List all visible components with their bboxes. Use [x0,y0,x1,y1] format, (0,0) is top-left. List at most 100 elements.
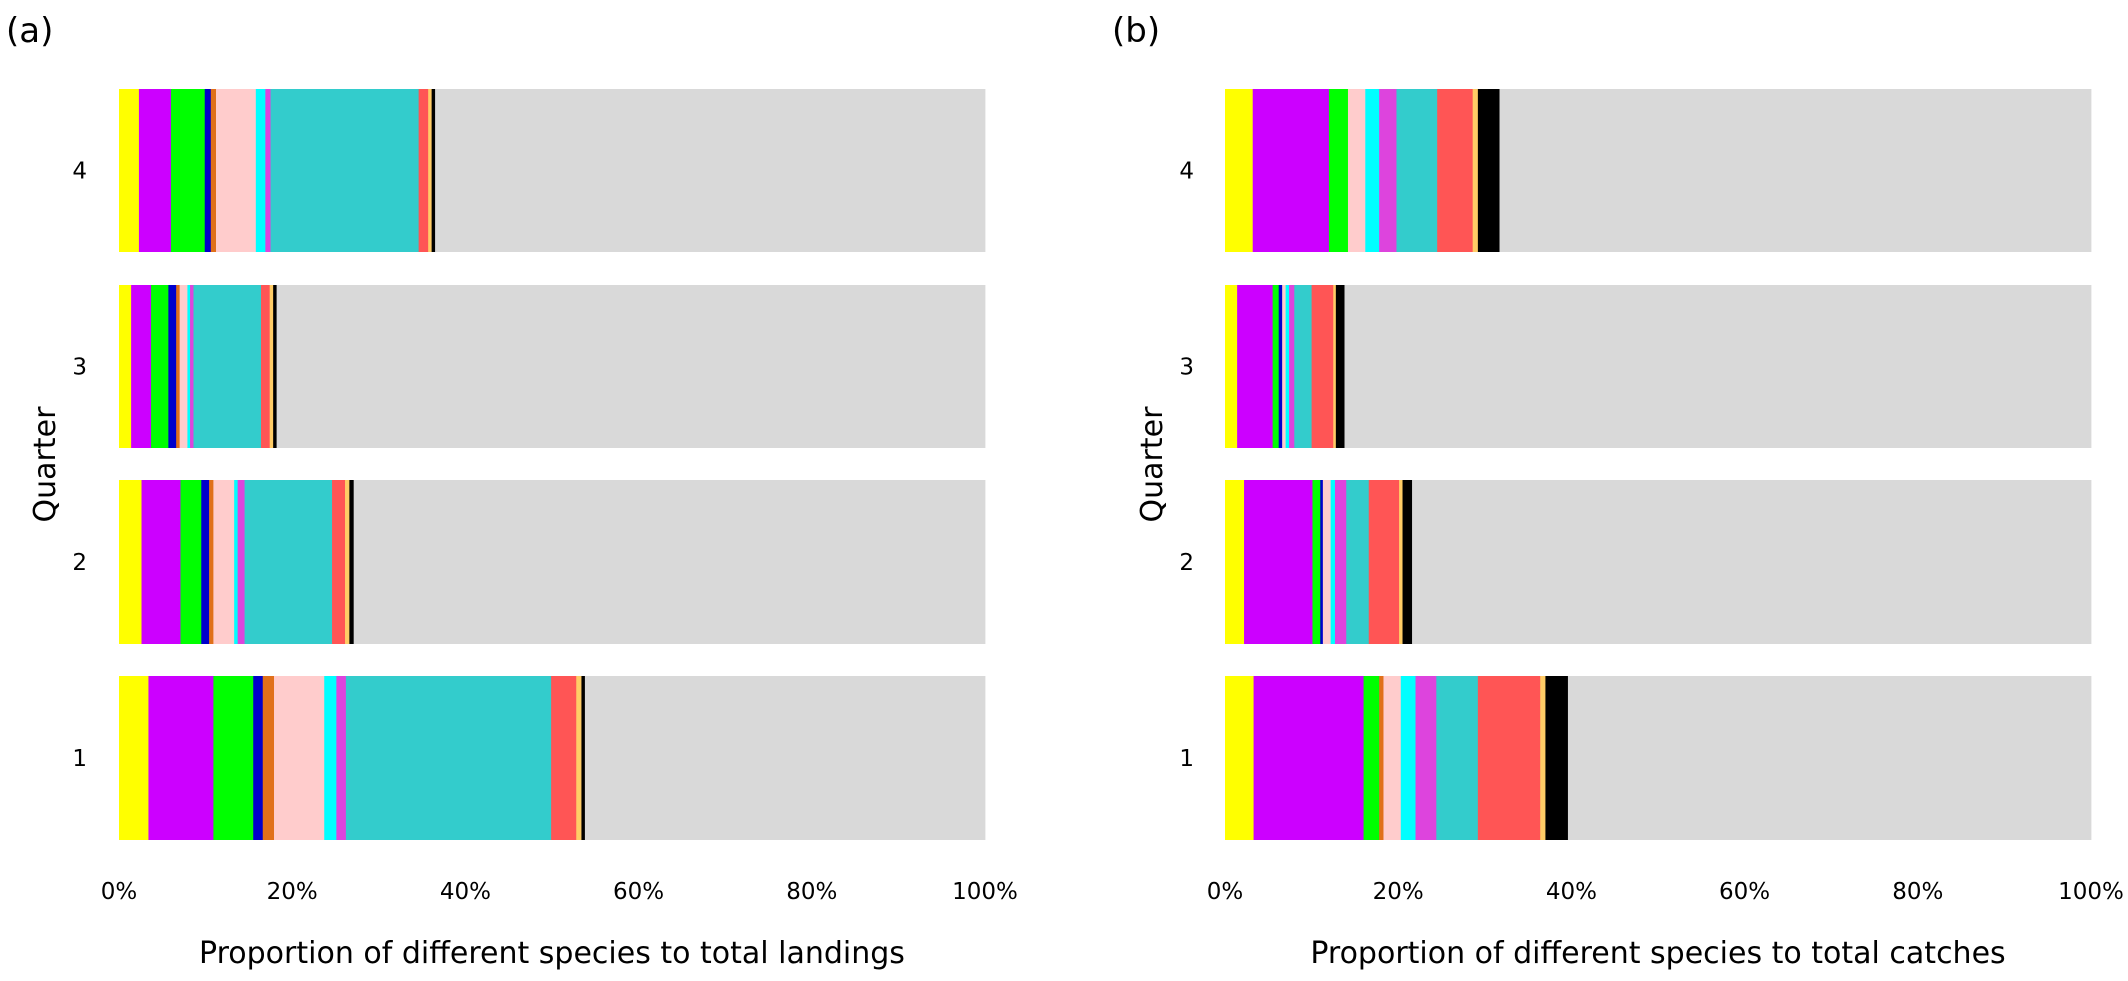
bar-segment [324,676,337,840]
bar-segment [1225,89,1254,252]
bar-segment [1278,285,1283,448]
bar-segment [261,285,271,448]
bar-quarter-2 [119,480,986,644]
x-tick-label: 60% [613,879,664,905]
bar-segment [431,89,436,252]
bar-segment [187,285,191,448]
bar-segment [345,480,350,644]
bar-segment [428,89,433,252]
bar-quarter-3 [119,285,986,448]
bar-segment [1540,676,1546,840]
bar-segment [1383,676,1402,840]
x-tick-label: 40% [1546,879,1597,905]
x-axis-title: Proportion of different species to total… [1310,936,2005,971]
bar-segment [201,480,210,644]
bar-segment [1311,285,1334,448]
bar-segment [253,676,264,840]
bar-quarter-2 [1225,480,2092,644]
bar-segment [1333,285,1337,448]
bar-segment [210,89,217,252]
bar-quarter-4 [1225,89,2092,252]
bar-segment [1289,285,1295,448]
bar-segment [1400,676,1416,840]
bar-segment [273,285,278,448]
bar-segment [213,676,254,840]
bar-segment [1312,480,1321,644]
bar-segment [1237,285,1274,448]
bar-segment [204,89,212,252]
bar-segment [138,89,172,252]
bar-segment [576,676,582,840]
bar-segment [1346,480,1370,644]
bar-segment [255,89,266,252]
x-axis-title: Proportion of different species to total… [199,936,905,971]
bar-segment [131,285,152,448]
bar-quarter-1 [1225,676,2092,840]
bar-quarter-3 [1225,285,2092,448]
y-tick-label: 4 [72,159,87,185]
bar-segment [209,480,214,644]
y-tick-label: 1 [1179,746,1194,772]
bar-segment [1322,480,1332,644]
bar-segment [274,676,325,840]
bar-segment [1567,676,2092,840]
bar-segment [1379,89,1397,252]
bar-segment [148,676,214,840]
y-tick-label: 2 [72,550,87,576]
x-tick-label: 20% [267,879,318,905]
bar-segment [1347,89,1366,252]
x-tick-label: 80% [786,879,837,905]
y-tick-label: 3 [72,355,87,381]
bar-segment [270,89,420,252]
bar-segment [119,480,142,644]
bar-segment [581,676,586,840]
bar-segment [1335,285,1345,448]
bar-segment [193,285,262,448]
bar-segment [180,480,202,644]
bar-segment [1545,676,1569,840]
bar-segment [1499,89,2092,252]
bar-segment [262,676,275,840]
bar-segment [141,480,181,644]
bar-segment [1320,480,1324,644]
bar-segment [1477,89,1500,252]
bar-segment [1472,89,1479,252]
bar-segment [119,676,149,840]
bar-segment [1282,285,1287,448]
bar-segment [1412,480,2092,644]
bar-segment [1415,676,1437,840]
bar-segment [1396,89,1438,252]
bar-segment [244,480,333,644]
bar-quarter-4 [119,89,986,252]
bar-segment [353,480,986,644]
bar-segment [1244,480,1313,644]
x-tick-label: 0% [101,879,138,905]
panel-label: (a) [6,11,53,51]
bar-segment [1328,89,1349,252]
bar-segment [119,89,140,252]
bar-segment [418,89,429,252]
bar-segment [1330,480,1336,644]
bar-segment [179,285,188,448]
bar-segment [170,89,206,252]
bar-segment [551,676,577,840]
x-tick-label: 40% [440,879,491,905]
x-tick-label: 60% [1719,879,1770,905]
bar-segment [1225,676,1254,840]
bar-segment [349,480,355,644]
bar-segment [276,285,986,448]
bar-segment [190,285,194,448]
bar-segment [1294,285,1312,448]
y-tick-label: 4 [1179,159,1194,185]
bar-segment [215,89,257,252]
bar-segment [213,480,235,644]
bar-segment [1399,480,1403,644]
bar-segment [1363,676,1380,840]
bar-segment [345,676,552,840]
bar-quarter-1 [119,676,986,840]
x-tick-label: 100% [952,879,1018,905]
